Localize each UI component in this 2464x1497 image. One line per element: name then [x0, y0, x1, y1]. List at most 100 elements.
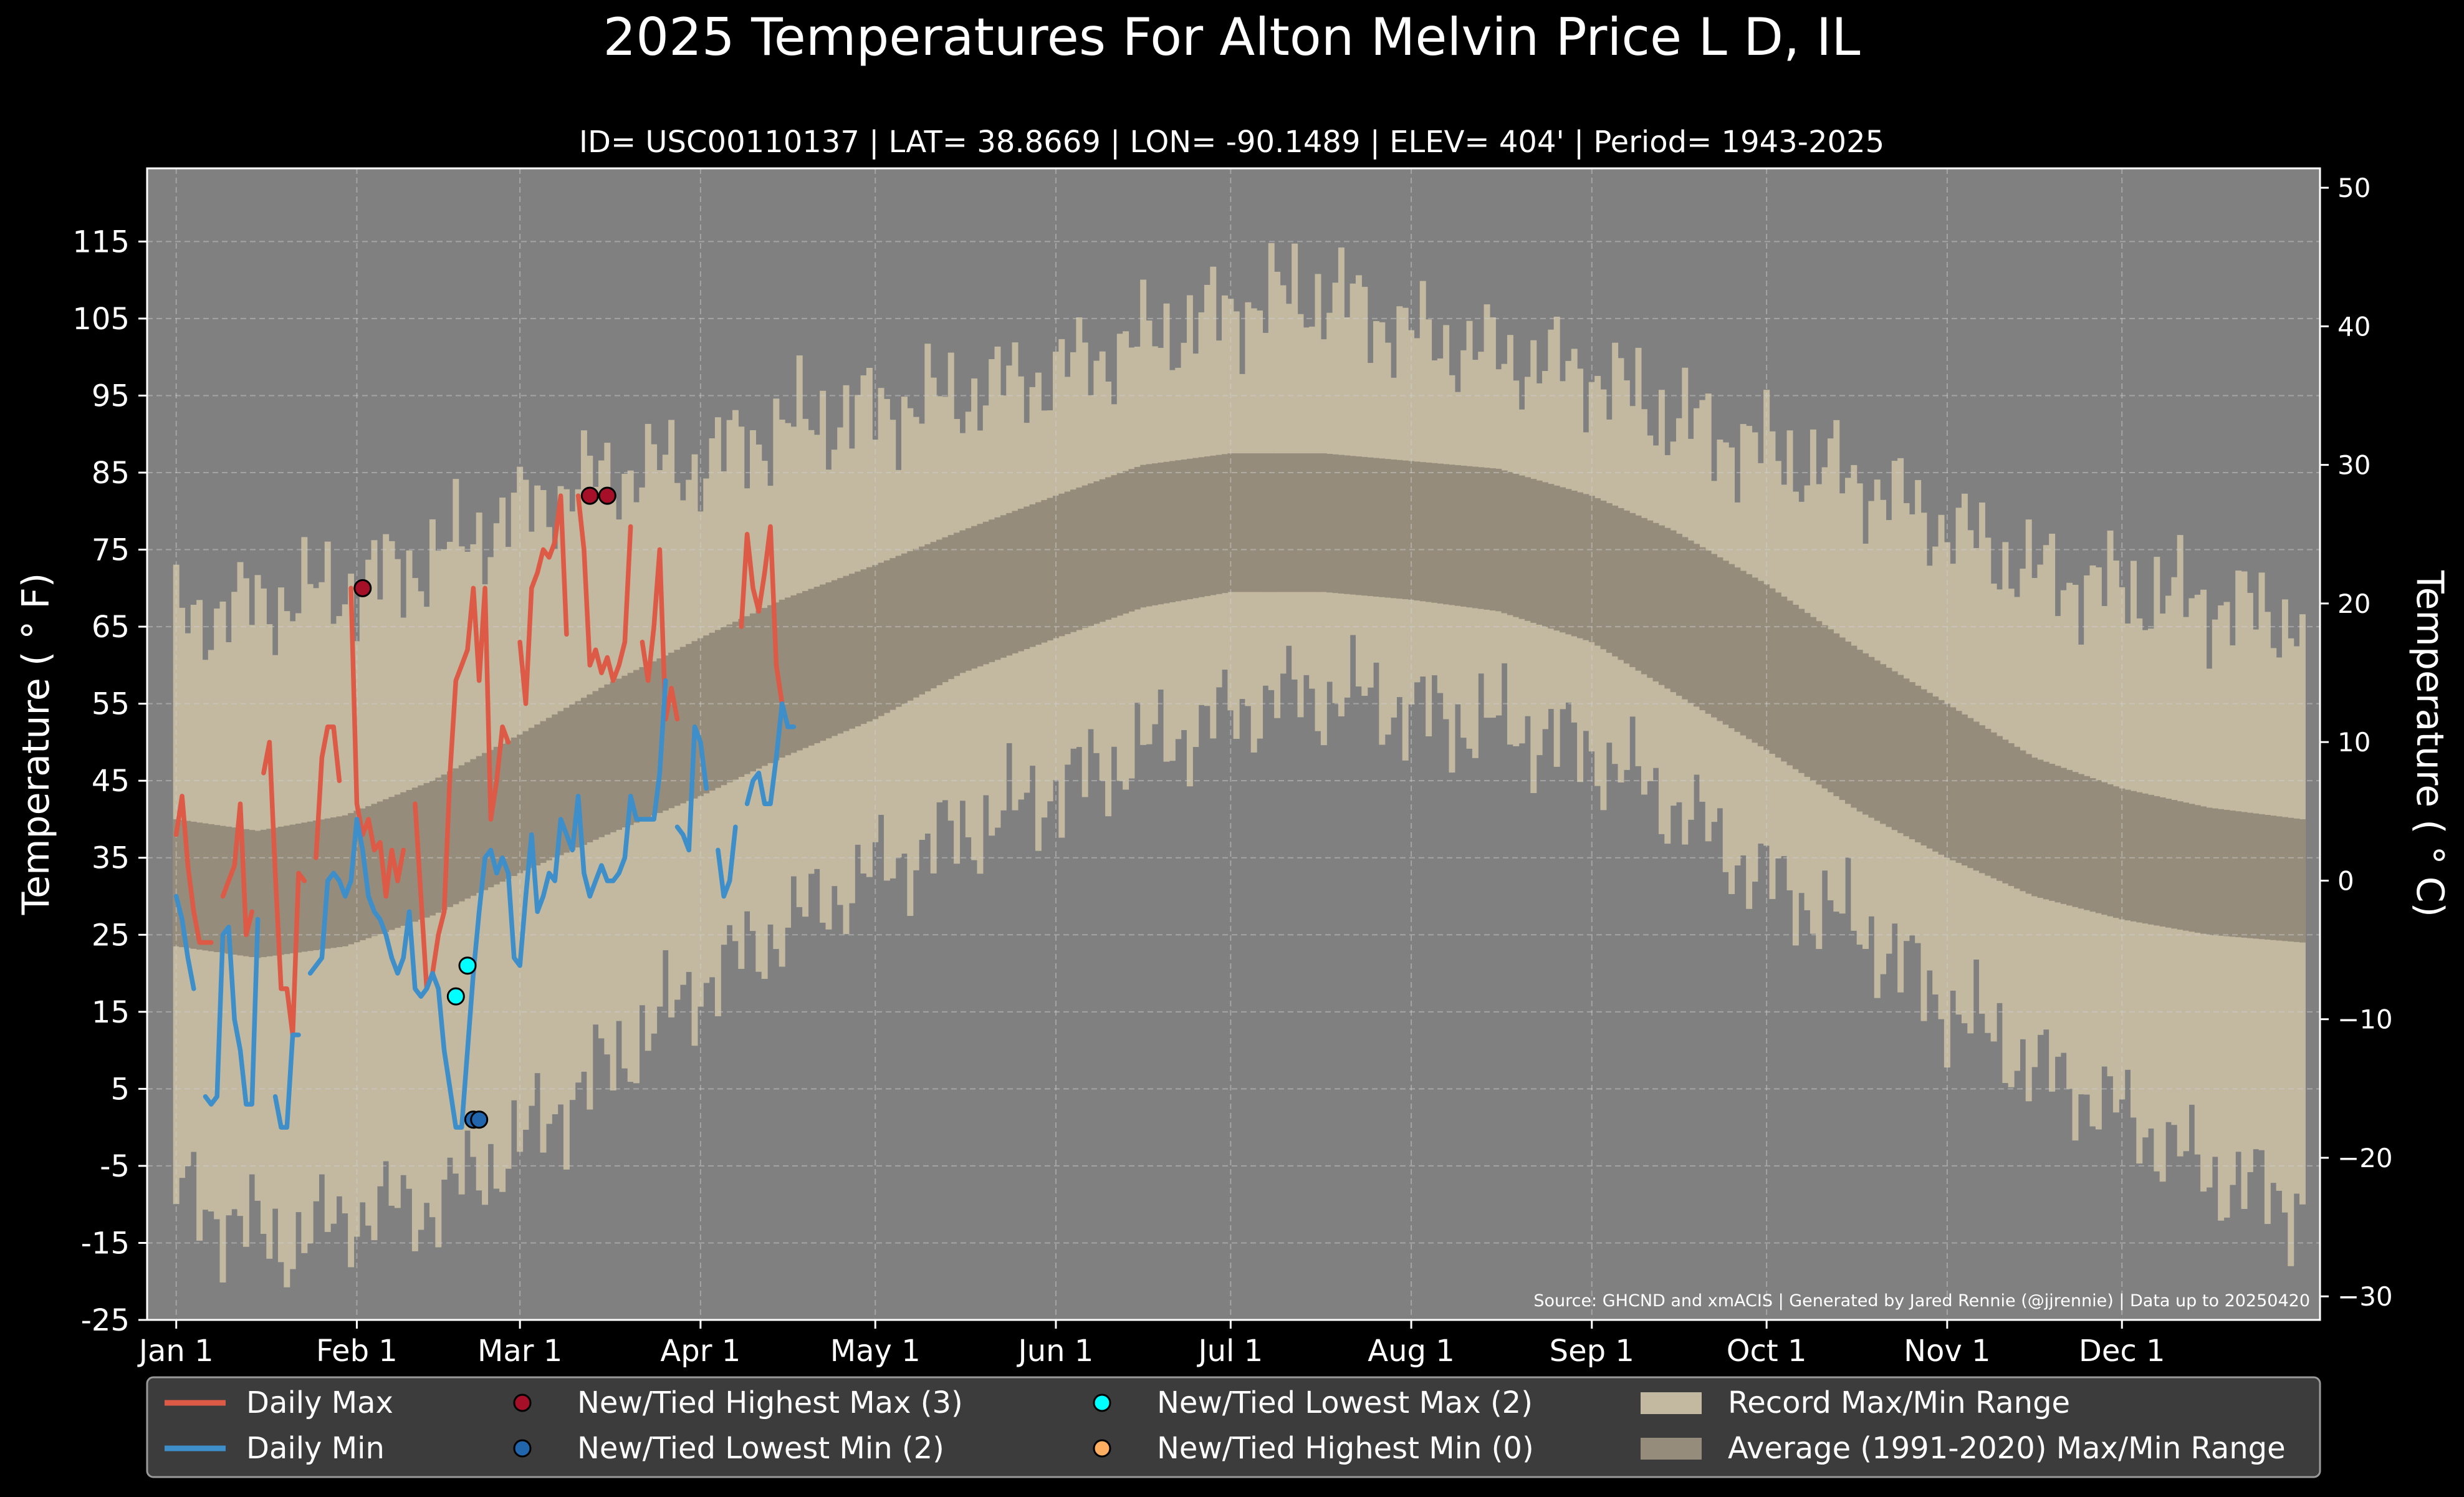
average-bar — [2188, 804, 2195, 932]
average-bar — [2194, 805, 2201, 933]
average-bar — [2281, 817, 2288, 941]
average-bar — [1868, 657, 1875, 818]
record-marker-point — [353, 579, 372, 597]
average-bar — [1443, 464, 1450, 605]
average-bar — [790, 595, 797, 753]
average-bar — [237, 828, 244, 956]
average-bar — [418, 785, 424, 920]
average-bar — [860, 569, 867, 724]
y-tick-label-right: 0 — [2337, 865, 2354, 896]
average-bar — [1262, 453, 1269, 592]
average-bar — [2270, 816, 2277, 940]
average-bar — [2130, 791, 2137, 922]
average-bar — [1134, 466, 1141, 610]
average-bar — [173, 819, 180, 946]
average-bar — [1431, 463, 1438, 603]
average-bar — [749, 613, 756, 772]
average-bar — [895, 556, 902, 707]
average-bar — [1484, 468, 1490, 610]
average-bar — [1915, 685, 1922, 843]
average-bar — [2054, 766, 2061, 903]
average-bar — [1257, 453, 1263, 592]
average-bar — [2084, 776, 2091, 910]
average-bar — [1489, 468, 1496, 611]
average-bar — [697, 638, 704, 796]
record-marker-point — [458, 956, 477, 975]
average-bar — [2124, 789, 2131, 921]
y-tick-label-right: −30 — [2337, 1281, 2393, 1312]
average-bar — [505, 740, 512, 879]
average-bar — [645, 664, 651, 818]
average-bar — [575, 701, 582, 848]
average-bar — [1763, 584, 1770, 750]
average-bar — [423, 782, 430, 918]
average-bar — [1315, 453, 1321, 592]
average-bar — [522, 731, 529, 871]
average-bar — [2014, 746, 2020, 889]
y-axis-right: 50 40 30 20 10 0 −10 −20 −30 — [2320, 173, 2393, 1312]
average-bar — [1402, 460, 1409, 600]
average-bar — [1076, 487, 1083, 630]
legend-item-highest-min: New/Tied Highest Min (0) — [1093, 1431, 1534, 1466]
average-bar — [820, 584, 827, 741]
average-bar — [2142, 793, 2149, 924]
x-tick-label: Jun 1 — [1017, 1334, 1094, 1369]
average-bar — [353, 811, 360, 943]
average-bar — [1694, 544, 1700, 707]
average-bar — [1478, 467, 1485, 609]
average-bar — [587, 694, 593, 843]
average-bar — [913, 549, 919, 698]
average-bar — [1577, 492, 1584, 638]
average-bar — [394, 794, 401, 928]
average-bar — [1781, 596, 1788, 762]
average-bar — [411, 787, 418, 922]
average-bar — [843, 575, 850, 731]
average-bar — [1635, 515, 1642, 671]
average-bar — [744, 616, 750, 774]
average-bar — [2299, 819, 2306, 943]
average-bar — [219, 826, 226, 953]
average-bar — [1542, 482, 1548, 627]
average-bar — [1920, 689, 1927, 845]
average-bar — [1997, 736, 2003, 881]
average-bar — [301, 822, 308, 952]
average-bar — [1950, 707, 1957, 860]
y-tick-label-right: 20 — [2337, 589, 2371, 619]
average-bar — [942, 537, 949, 683]
average-bar — [289, 824, 296, 953]
average-bar — [540, 721, 547, 863]
average-bar — [709, 632, 716, 791]
average-bar — [1292, 453, 1298, 592]
average-bar — [313, 821, 320, 950]
average-bar — [1426, 462, 1432, 602]
average-bar — [284, 826, 290, 955]
average-bar — [2218, 809, 2225, 936]
average-bar — [1705, 551, 1712, 714]
average-bar — [1384, 459, 1391, 598]
chart-title: 2025 Temperatures For Alton Melvin Price… — [603, 7, 1860, 67]
average-bar — [691, 641, 698, 799]
y-tick-label: 65 — [92, 610, 130, 645]
average-bar — [936, 539, 943, 685]
average-bar — [767, 605, 774, 763]
average-bar — [580, 698, 587, 845]
average-bar — [1297, 453, 1304, 592]
average-bar — [959, 530, 966, 673]
average-bar — [848, 574, 855, 729]
average-bar — [1565, 489, 1572, 635]
legend-item-record-range: Record Max/Min Range — [1641, 1385, 2070, 1420]
legend-label-lowest-min: New/Tied Lowest Min (2) — [577, 1431, 944, 1466]
average-bar — [2177, 801, 2184, 930]
record-marker-point — [446, 987, 465, 1006]
average-bar — [453, 768, 459, 905]
average-bar — [1623, 510, 1630, 664]
average-bar — [1641, 517, 1647, 675]
average-bar — [1332, 454, 1339, 594]
average-bar — [2223, 809, 2230, 936]
average-bar — [1186, 458, 1193, 600]
average-bar — [376, 801, 383, 935]
x-axis: Jan 1 Feb 1 Mar 1 Apr 1 May 1 Jun 1 Jul 1 Aug 1… — [137, 1320, 2165, 1369]
average-bar — [1810, 617, 1816, 781]
record-bar — [2288, 638, 2294, 1266]
average-bar — [1012, 511, 1019, 653]
